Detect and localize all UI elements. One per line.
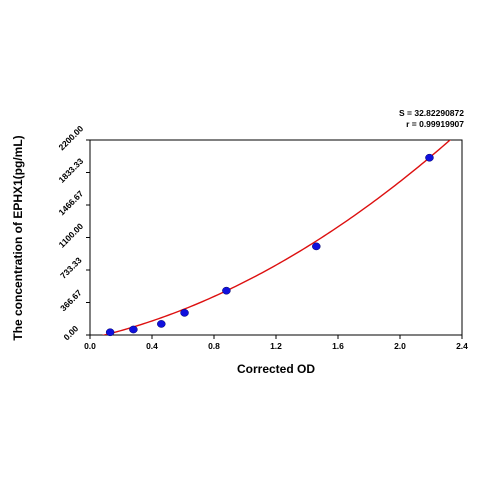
data-point [312, 242, 321, 251]
data-point [129, 325, 138, 334]
x-tick-label: 0.8 [208, 341, 220, 351]
y-tick-label: 1100.00 [57, 221, 86, 250]
x-tick-label: 0.0 [84, 341, 96, 351]
x-tick-label: 0.4 [146, 341, 158, 351]
x-tick-label: 1.6 [332, 341, 344, 351]
plot-frame [89, 139, 463, 336]
data-point [425, 153, 434, 162]
data-point [105, 328, 115, 337]
y-tick-label: 1466.67 [56, 188, 85, 217]
y-axis: 0.00 366.67 733.33 1100.00 1466.67 1833.33 220… [56, 123, 90, 342]
x-tick-label: 2.4 [456, 341, 468, 351]
data-point [180, 308, 189, 317]
y-tick-label: 1833.33 [56, 156, 85, 185]
data-points-layer [105, 153, 434, 337]
s-value: S = 32.82290872 [399, 108, 464, 118]
y-tick-label: 733.33 [58, 255, 84, 281]
fit-curve-layer [101, 140, 452, 335]
x-axis-title: Corrected OD [237, 362, 315, 376]
x-axis: 0.0 0.4 0.8 1.2 1.6 2.0 2.4 [84, 335, 468, 351]
fit-curve [101, 140, 452, 335]
stats-box: S = 32.82290872 r = 0.99919907 [399, 108, 464, 129]
x-tick-label: 2.0 [394, 341, 406, 351]
r-value: r = 0.99919907 [406, 119, 464, 129]
y-axis-title: The concentration of EPHX1(pg/mL) [11, 135, 25, 340]
y-tick-label: 0.00 [61, 323, 80, 342]
y-tick-label: 366.67 [58, 287, 84, 313]
y-tick-label: 2200.00 [56, 123, 85, 152]
data-point [157, 320, 166, 328]
data-point [222, 286, 231, 295]
x-tick-label: 1.2 [270, 341, 282, 351]
